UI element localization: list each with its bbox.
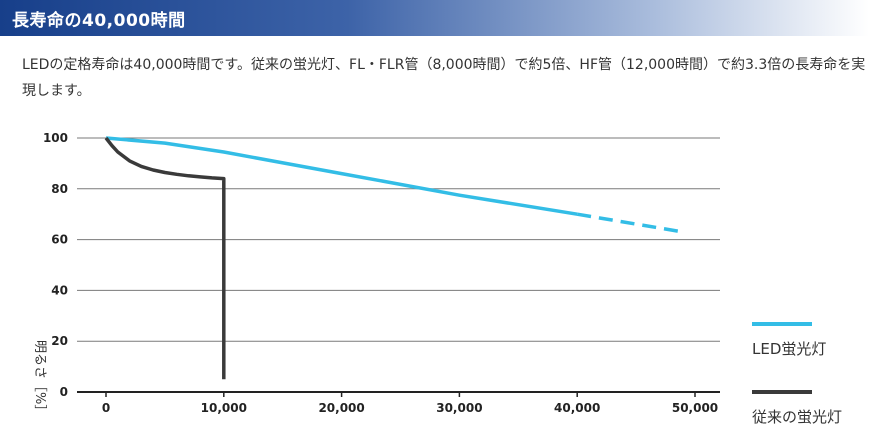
title-banner: 長寿命の40,000時間	[0, 0, 869, 36]
y-tick-label-20: 20	[51, 334, 68, 348]
y-tick-label-80: 80	[51, 182, 68, 196]
description-text: LEDの定格寿命は40,000時間です。従来の蛍光灯、FL・FLR管（8,000…	[22, 57, 866, 99]
axis-ticks: 0 20 40 60 80 100 0 10,000 20,000 30,000 40,000 50,…	[43, 131, 718, 415]
page-title: 長寿命の40,000時間	[12, 11, 186, 31]
fluorescent-series-line	[104, 136, 226, 380]
y-tick-label-60: 60	[51, 233, 68, 247]
led-series-line	[105, 136, 578, 216]
y-tick-label-40: 40	[51, 283, 68, 297]
x-tick-label-20000: 20,000	[318, 401, 364, 415]
x-tick-label-30000: 30,000	[436, 401, 482, 415]
y-tick-label-100: 100	[43, 131, 68, 145]
x-tick-label-50000: 50,000	[672, 401, 718, 415]
x-tick-label-10000: 10,000	[201, 401, 247, 415]
y-tick-label-0: 0	[60, 385, 68, 399]
legend-label-1: 従来の蛍光灯	[752, 408, 842, 425]
y-axis-label: 明るさ［%］	[32, 340, 47, 417]
grid-lines	[77, 137, 720, 393]
legend-label-0: LED蛍光灯	[752, 340, 826, 358]
x-tick-label-0: 0	[102, 401, 110, 415]
led-series-line-projection	[576, 212, 684, 234]
series-lines	[104, 136, 684, 380]
x-tick-label-40000: 40,000	[554, 401, 600, 415]
